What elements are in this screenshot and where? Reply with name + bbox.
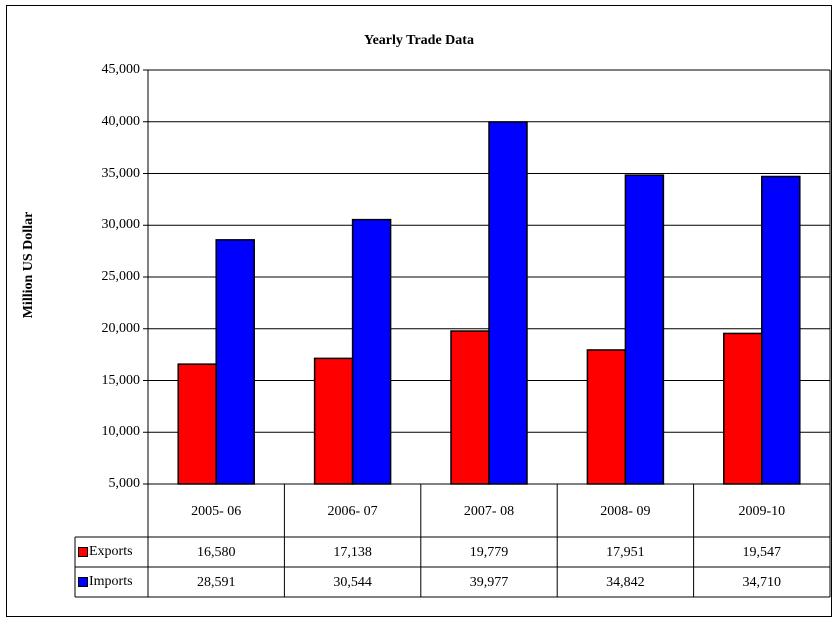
legend-label: Imports — [89, 574, 133, 589]
y-tick-label: 15,000 — [101, 372, 141, 388]
y-tick-label: 45,000 — [101, 62, 141, 77]
category-label: 2009-10 — [738, 503, 786, 519]
category-label: 2007- 08 — [463, 503, 515, 519]
legend-imports: Imports — [78, 574, 133, 590]
data-label-imports: 34,842 — [606, 575, 645, 590]
y-tick-label: 20,000 — [101, 320, 141, 336]
bar-imports — [215, 239, 255, 485]
bar-exports — [586, 349, 627, 485]
category-label: 2005- 06 — [191, 503, 242, 519]
category-label: 2008- 09 — [600, 503, 651, 519]
bar-imports — [488, 121, 528, 485]
chart-title: Yearly Trade Data — [364, 33, 474, 48]
legend-exports: Exports — [78, 544, 133, 560]
data-label-imports: 30,544 — [333, 575, 372, 590]
legend-label: Exports — [89, 544, 133, 559]
data-label-exports: 19,779 — [469, 545, 509, 560]
data-label-exports: 16,580 — [196, 545, 236, 560]
legend-swatch — [78, 547, 88, 557]
bar-imports — [351, 218, 392, 485]
bar-exports — [450, 330, 490, 485]
data-label-exports: 17,951 — [606, 545, 645, 560]
category-label: 2006- 07 — [327, 503, 378, 519]
y-tick-label: 40,000 — [101, 113, 141, 129]
legend-swatch — [78, 577, 88, 587]
bar-imports — [761, 175, 801, 485]
bar-exports — [313, 357, 354, 485]
chart-frame — [6, 5, 832, 617]
y-tick-label: 5,000 — [108, 476, 141, 491]
data-label-exports: 17,138 — [333, 545, 372, 560]
y-tick-label: 35,000 — [101, 165, 141, 181]
data-label-exports: 19,547 — [742, 545, 782, 560]
data-label-imports: 28,591 — [196, 575, 236, 590]
bar-exports — [723, 332, 763, 485]
bar-exports — [177, 363, 217, 485]
bar-imports — [624, 174, 665, 485]
y-tick-label: 30,000 — [101, 217, 141, 233]
y-tick-label: 10,000 — [101, 424, 141, 440]
data-label-imports: 34,710 — [742, 575, 782, 590]
y-tick-label: 25,000 — [101, 269, 141, 284]
data-label-imports: 39,977 — [469, 575, 509, 590]
